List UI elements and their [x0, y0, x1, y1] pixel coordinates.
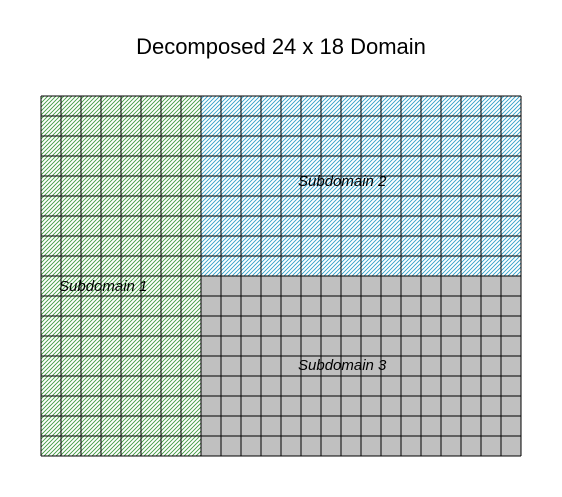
- subdomain-label-1: Subdomain 1: [59, 278, 147, 295]
- grid-lines: [40, 95, 522, 457]
- subdomain-label-2: Subdomain 2: [298, 173, 387, 190]
- diagram-title: Decomposed 24 x 18 Domain: [136, 34, 426, 59]
- subdomain-label-3: Subdomain 3: [298, 357, 387, 374]
- subdomain-labels: Subdomain 1 Subdomain 2 Subdomain 3: [59, 173, 387, 374]
